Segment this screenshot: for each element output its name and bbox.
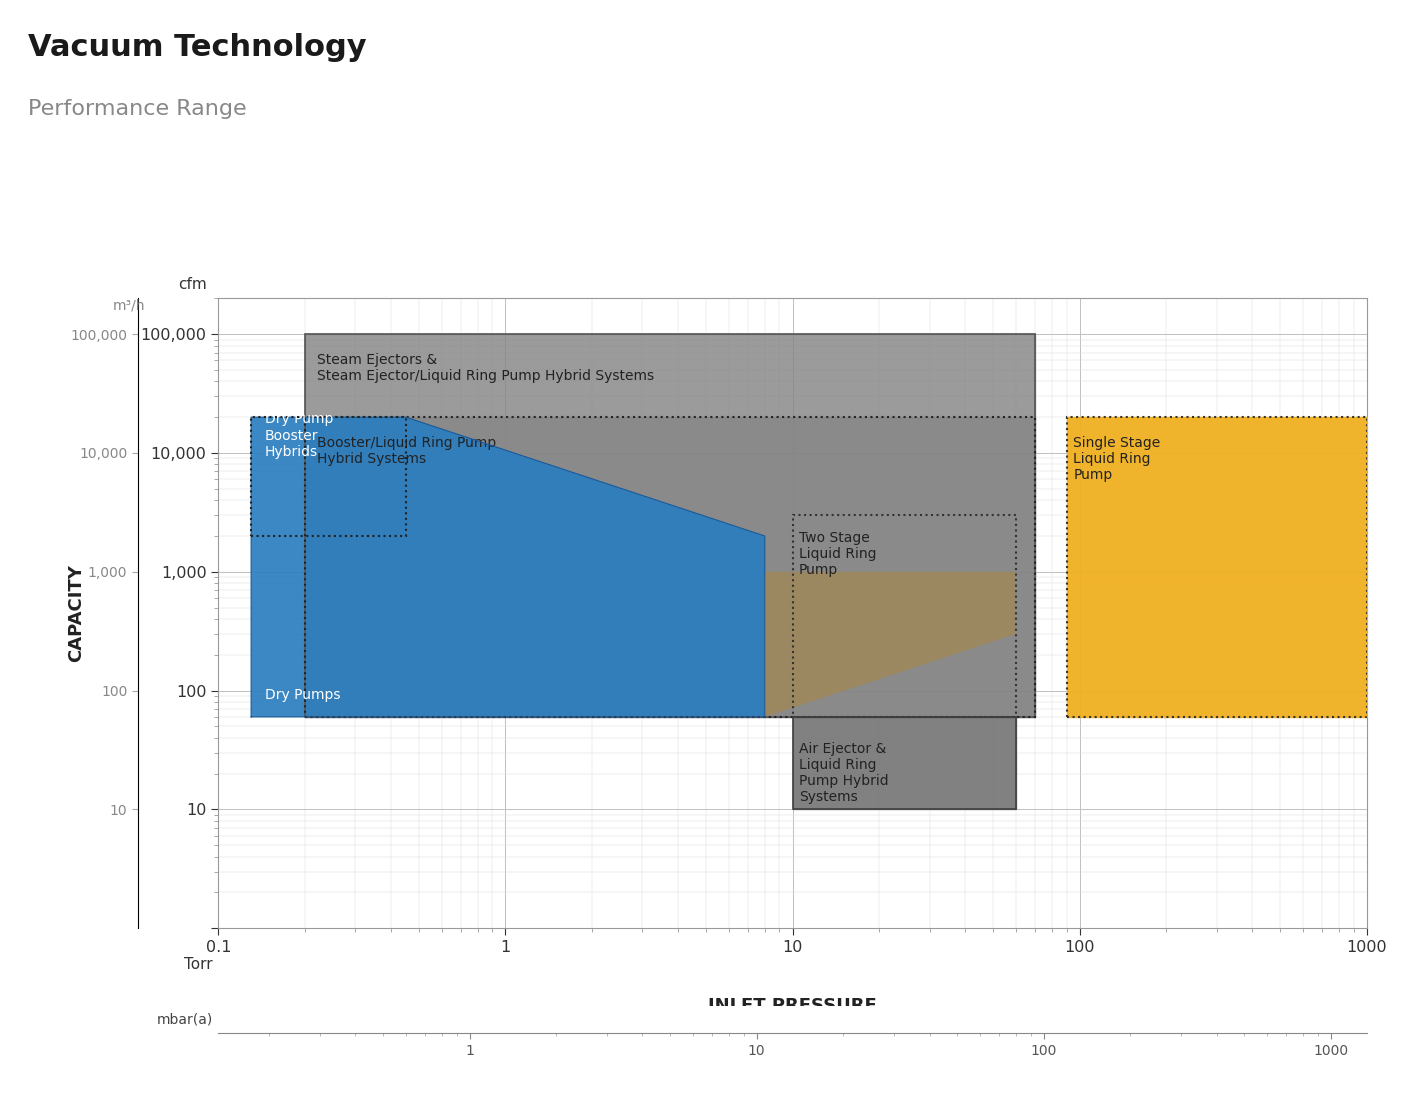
Text: Booster/Liquid Ring Pump
Hybrid Systems: Booster/Liquid Ring Pump Hybrid Systems	[317, 435, 496, 466]
Polygon shape	[251, 418, 765, 717]
Text: Air Ejector &
Liquid Ring
Pump Hybrid
Systems: Air Ejector & Liquid Ring Pump Hybrid Sy…	[799, 741, 888, 804]
Text: Two Stage
Liquid Ring
Pump: Two Stage Liquid Ring Pump	[799, 532, 876, 578]
Polygon shape	[765, 571, 1016, 717]
Text: mbar(a): mbar(a)	[156, 1012, 213, 1027]
Text: Single Stage
Liquid Ring
Pump: Single Stage Liquid Ring Pump	[1074, 435, 1161, 482]
Bar	[304, 418, 1036, 717]
Text: Torr: Torr	[185, 957, 213, 971]
Bar	[792, 717, 1016, 809]
Text: Vacuum Technology: Vacuum Technology	[28, 33, 366, 62]
Text: Steam Ejectors &
Steam Ejector/Liquid Ring Pump Hybrid Systems: Steam Ejectors & Steam Ejector/Liquid Ri…	[317, 352, 654, 382]
Text: m³/h: m³/h	[113, 298, 145, 313]
X-axis label: INLET PRESSURE: INLET PRESSURE	[709, 997, 876, 1014]
Text: Performance Range: Performance Range	[28, 99, 247, 119]
Bar	[304, 334, 1036, 717]
Bar	[792, 515, 1016, 717]
Bar	[1067, 418, 1367, 717]
Bar	[251, 418, 406, 536]
Text: cfm: cfm	[178, 277, 207, 292]
Y-axis label: CAPACITY: CAPACITY	[68, 565, 85, 662]
Text: Dry Pumps: Dry Pumps	[265, 688, 340, 702]
Text: Dry Pump
Booster
Hybrids: Dry Pump Booster Hybrids	[265, 412, 333, 459]
